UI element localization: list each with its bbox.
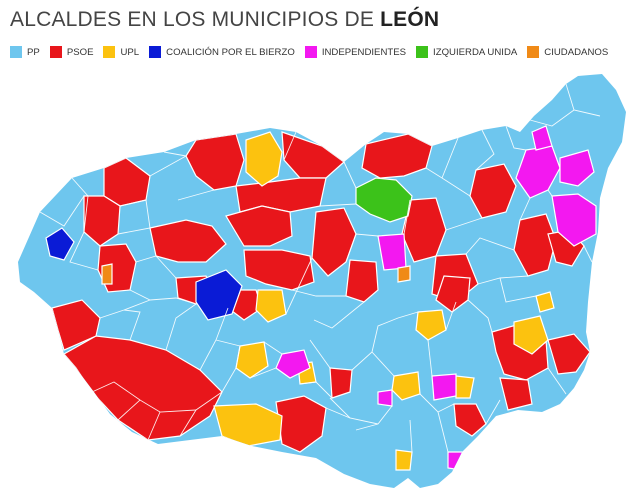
legend-label-coalicion-bierzo: COALICIÓN POR EL BIERZO: [166, 46, 295, 58]
legend-swatch-pp: [10, 46, 22, 58]
psoe-region-south-3: [453, 403, 487, 437]
psoe-region-south-2: [329, 367, 353, 399]
ciudadanos-regions: [101, 263, 411, 285]
upl-region-south-small: [395, 449, 413, 471]
psoe-region-center-1: [149, 219, 227, 263]
ind-region-south-3: [377, 389, 393, 407]
legend-label-izquierda-unida: IZQUIERDA UNIDA: [433, 46, 518, 58]
legend-swatch-upl: [103, 46, 116, 58]
legend-label-independientes: INDEPENDIENTES: [321, 46, 407, 58]
psoe-regions: [51, 131, 605, 453]
legend-item-izquierda-unida: IZQUIERDA UNIDA: [416, 46, 517, 58]
legend-item-pp: PP: [10, 46, 40, 58]
legend-swatch-ciudadanos: [527, 46, 540, 58]
legend-swatch-coalicion-bierzo: [149, 46, 162, 58]
psoe-region-south-1: [275, 395, 327, 453]
psoe-region-center-3: [243, 249, 315, 291]
legend-swatch-independientes: [304, 46, 317, 58]
ind-region-northeast-3: [551, 193, 597, 247]
legend-swatch-izquierda-unida: [416, 46, 429, 58]
psoe-region-north-1: [185, 133, 245, 191]
upl-region-east-small: [535, 291, 555, 313]
legend-item-coalicion-bierzo: COALICIÓN POR EL BIERZO: [149, 46, 295, 58]
cb-region-center: [195, 269, 243, 321]
ind-region-south-2: [447, 451, 463, 471]
psoe-region-east-4: [579, 375, 605, 405]
legend-label-ciudadanos: CIUDADANOS: [544, 46, 609, 58]
title-prefix: ALCALDES EN LOS MUNICIPIOS DE: [10, 8, 381, 31]
psoe-region-southeast-3: [499, 377, 533, 411]
upl-region-mid-2: [415, 309, 447, 341]
psoe-region-upper-mid: [361, 133, 433, 179]
upl-regions: [213, 131, 555, 471]
title-province: LEÓN: [380, 8, 440, 31]
upl-region-east: [513, 315, 549, 355]
upl-region-south: [213, 403, 283, 447]
legend-item-psoe: PSOE: [49, 46, 94, 58]
legend-item-upl: UPL: [103, 46, 139, 58]
psoe-region-southeast-2: [547, 333, 591, 375]
ind-region-center-1: [275, 349, 311, 379]
psoe-region-center-5: [345, 259, 379, 303]
psoe-region-center-2: [225, 205, 293, 247]
cs-region-mid: [397, 265, 411, 283]
legend-label-psoe: PSOE: [66, 46, 94, 58]
ind-region-northeast-4: [531, 125, 553, 151]
municipal-borders: [39, 83, 601, 453]
psoe-region-west-mid: [51, 299, 101, 351]
legend-label-upl: UPL: [120, 46, 140, 58]
legend-swatch-psoe: [49, 46, 62, 58]
legend-item-independientes: INDEPENDIENTES: [304, 46, 407, 58]
iu-region-north: [355, 177, 413, 223]
ind-region-northeast-2: [559, 149, 595, 187]
izquierda-unida-regions: [355, 177, 413, 223]
psoe-region-mid-right-3: [435, 275, 471, 313]
cb-region-west: [45, 227, 75, 261]
map-title: ALCALDES EN LOS MUNICIPIOS DE LEÓN: [10, 8, 439, 32]
upl-region-north: [245, 131, 283, 187]
coalicion-bierzo-regions: [45, 227, 243, 321]
cs-region-west: [101, 263, 113, 285]
legend-label-pp: PP: [27, 46, 40, 58]
upl-region-mid-3: [391, 371, 421, 401]
ind-region-south-1: [431, 373, 457, 401]
legend: PP PSOE UPL COALICIÓN POR EL BIERZO INDE…: [10, 46, 618, 58]
legend-item-ciudadanos: CIUDADANOS: [527, 46, 608, 58]
municipalities-map: [18, 74, 626, 488]
